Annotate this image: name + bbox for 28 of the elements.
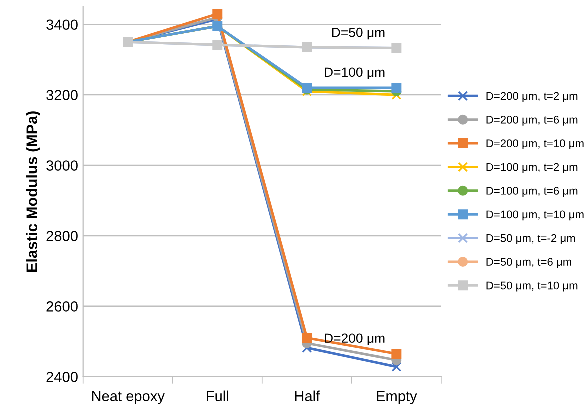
point: [302, 333, 312, 344]
y-axis-title: Elastic Modulus (MPa): [26, 112, 40, 272]
x-tick-label: Empty: [377, 391, 418, 404]
legend-label: D=50 μm, t=10 μm: [486, 282, 578, 292]
point: [392, 348, 402, 359]
legend-label: D=100 μm, t=2 μm: [486, 163, 578, 174]
legend-label: D=200 μm, t=2 μm: [486, 92, 578, 102]
y-tick-label: 3200: [46, 90, 78, 100]
y-tick-label: 2400: [46, 372, 78, 382]
annotation: D=200 μm: [325, 334, 385, 346]
annotation: D=50 μm: [332, 28, 385, 40]
legend-label: D=200 μm, t=10 μm: [486, 140, 584, 150]
point: [392, 83, 402, 94]
point: [212, 9, 223, 20]
annotation: D=100 μm: [325, 68, 385, 80]
legend-label: D=100 μm, t=10 μm: [486, 210, 584, 221]
x-tick-label: Full: [207, 390, 228, 402]
x-tick-label: Neat epoxy: [92, 391, 165, 404]
y-tick-label: 3400: [46, 20, 78, 30]
legend-label: D=100 μm, t=6 μm: [486, 187, 578, 197]
legend-label: D=200 μm, t=6 μm: [486, 116, 578, 126]
point: [392, 362, 402, 372]
y-tick-label: 2600: [46, 302, 78, 312]
legend-label: D=50 μm, t=-2 μm: [486, 234, 576, 244]
legend-label: D=50 μm, t=6 μm: [486, 258, 572, 268]
y-tick-label: 3000: [46, 160, 78, 171]
y-tick-label: 2800: [46, 231, 78, 242]
x-tick-label: Half: [295, 390, 320, 402]
